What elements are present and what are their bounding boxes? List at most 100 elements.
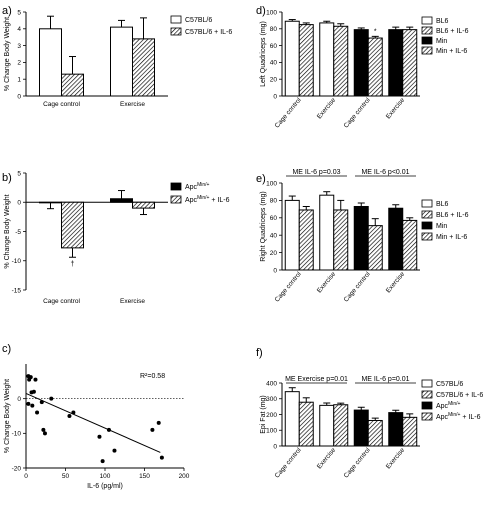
bar <box>298 401 314 447</box>
legend-label: C57BL/6 + IL-6 <box>185 29 232 36</box>
bar <box>319 404 335 447</box>
scatter-point <box>41 427 46 432</box>
legend-label: BL6 <box>436 18 449 25</box>
x-tick-label: Exercise <box>316 97 338 121</box>
legend-swatch <box>421 232 433 241</box>
scatter-point <box>97 434 102 439</box>
legend-label: BL6 + IL-6 <box>436 212 469 219</box>
bar <box>39 28 62 97</box>
y-tick-label: 40 <box>270 60 278 67</box>
legend-label-name: BL6 + IL-6 <box>436 212 469 219</box>
legend-label-name: Apc <box>436 403 449 410</box>
y-tick-label: 100 <box>266 428 277 435</box>
legend-label-suffix: + IL-6 <box>460 414 480 421</box>
panel-label: e) <box>256 173 266 185</box>
scatter-point <box>150 427 155 432</box>
legend-label-name: BL6 <box>436 201 449 208</box>
panel-label: d) <box>256 5 266 17</box>
legend-swatch <box>421 221 433 230</box>
significance-marker: † <box>71 261 75 268</box>
bracket-label: ME IL-6 p<0.01 <box>361 169 409 176</box>
bar <box>132 38 155 97</box>
bar <box>353 205 369 271</box>
y-tick-label: 5 <box>17 9 21 16</box>
legend-label: ApcMin/+ <box>185 182 210 191</box>
x-tick-label: Exercise <box>385 271 407 295</box>
legend-swatch <box>421 210 433 219</box>
x-tick-label: Cage control <box>343 96 372 129</box>
bar <box>110 26 133 97</box>
x-tick-label: Cage control <box>343 446 372 479</box>
scatter-point <box>100 459 105 464</box>
bar <box>319 194 335 271</box>
scatter-point <box>159 455 164 460</box>
bar <box>132 201 155 209</box>
legend-label-name: C57BL/6 + IL-6 <box>436 392 483 399</box>
y-tick-label: 0 <box>273 443 277 450</box>
legend-swatch <box>170 182 182 191</box>
bracket-label: ME IL-6 p=0.01 <box>361 376 409 383</box>
panel-label: c) <box>2 343 11 355</box>
legend-label-name: C57BL/6 <box>185 17 212 24</box>
bar <box>333 209 349 271</box>
regression-line <box>25 393 161 453</box>
y-axis-title: Right Quadriceps (mg) <box>260 191 267 261</box>
scatter-point <box>71 410 76 415</box>
bar <box>402 29 418 97</box>
r-squared-label: R²=0.58 <box>140 373 165 380</box>
y-tick-label: 0 <box>17 396 21 403</box>
x-tick-label: Exercise <box>120 101 145 108</box>
bar <box>298 209 314 271</box>
bar <box>61 73 84 97</box>
bracket-label: ME IL-6 p=0.03 <box>292 169 340 176</box>
bar <box>388 412 404 447</box>
y-tick-label: 60 <box>270 43 278 50</box>
legend-label-name: BL6 <box>436 18 449 25</box>
y-tick-label: 300 <box>266 396 277 403</box>
y-tick-label: 80 <box>270 26 278 33</box>
legend-label-name: BL6 + IL-6 <box>436 28 469 35</box>
y-tick-label: 20 <box>270 77 278 84</box>
y-axis-title: Left Quadriceps (mg) <box>260 21 267 87</box>
x-tick-label: Exercise <box>316 271 338 295</box>
x-tick-label: 50 <box>62 473 70 480</box>
legend-label-name: C57BL/6 + IL-6 <box>185 29 232 36</box>
legend-swatch <box>170 195 182 204</box>
scatter-point <box>39 400 44 405</box>
x-tick-label: Exercise <box>316 447 338 471</box>
scatter-point <box>30 403 35 408</box>
legend-swatch <box>421 36 433 45</box>
bar <box>284 391 300 447</box>
bar <box>353 29 369 97</box>
x-tick-label: Cage control <box>43 298 80 305</box>
y-tick-label: -5 <box>15 229 21 236</box>
y-axis-title: % Change Body Weight <box>4 379 11 453</box>
bar <box>284 199 300 271</box>
legend-swatch <box>421 16 433 25</box>
x-axis-title: IL-6 (pg/ml) <box>87 483 123 490</box>
legend-label-name: Apc <box>436 414 449 421</box>
y-tick-label: -20 <box>12 465 22 472</box>
legend-label-name: Apc <box>185 197 198 204</box>
scatter-point <box>112 448 117 453</box>
legend-swatch <box>421 412 433 421</box>
bar <box>284 20 300 97</box>
scatter-point <box>156 420 161 425</box>
legend-label-superscript: Min/+ <box>197 195 209 201</box>
y-tick-label: 200 <box>266 412 277 419</box>
bar <box>298 24 314 97</box>
bar <box>110 198 133 203</box>
x-tick-label: 200 <box>179 473 190 480</box>
x-tick-label: Cage control <box>274 96 303 129</box>
bar <box>388 207 404 271</box>
legend-label: C57BL/6 + IL-6 <box>436 392 483 399</box>
scatter-point <box>28 375 33 380</box>
bar <box>39 201 62 204</box>
x-tick-label: 150 <box>139 473 150 480</box>
x-tick-label: Exercise <box>120 298 145 305</box>
legend-label: Min + IL-6 <box>436 234 467 241</box>
scatter-point <box>67 414 72 418</box>
legend-label-name: Apc <box>185 184 198 191</box>
y-tick-label: 4 <box>17 26 21 33</box>
